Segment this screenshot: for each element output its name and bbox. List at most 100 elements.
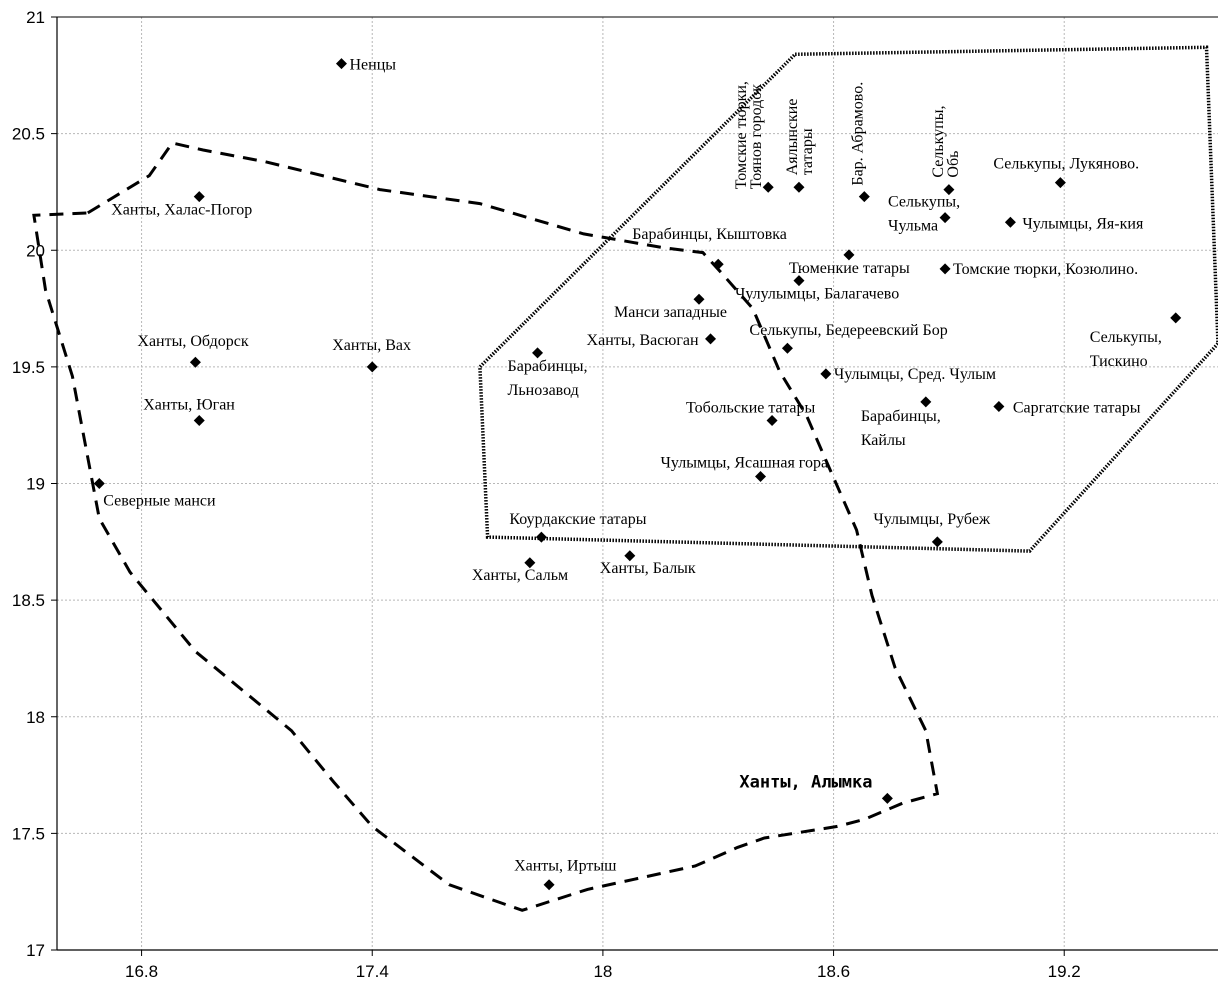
point-label: Чулымцы, Сред. Чулым <box>834 366 996 383</box>
data-point-marker <box>762 181 774 193</box>
data-point-marker <box>535 531 547 543</box>
point-label: Селькупы, Бедереевский Бор <box>749 322 947 339</box>
data-point-marker <box>693 293 705 305</box>
data-point-marker <box>939 212 951 224</box>
x-tick-label: 18 <box>593 962 612 981</box>
point-label-line: Льнозавод <box>508 382 579 399</box>
point-label-line: Ханты, Алымка <box>739 772 872 792</box>
point-label: Коурдакские татары <box>509 511 646 528</box>
data-point-marker <box>543 879 555 891</box>
point-label: Бар. Абрамово. <box>849 82 866 186</box>
point-label-line: Северные манси <box>103 493 216 510</box>
point-label-line: Ханты, Обдорск <box>137 333 249 350</box>
point-label: Томские тюрки, Козюлино. <box>953 261 1138 278</box>
point-label-line: Барабинцы, Кыштовка <box>632 226 787 243</box>
y-tick-label: 20 <box>26 241 45 260</box>
data-points <box>93 58 1182 891</box>
data-point-marker <box>939 263 951 275</box>
y-tick-label: 19 <box>26 475 45 494</box>
data-point-marker <box>1170 312 1182 324</box>
data-point-marker <box>193 415 205 427</box>
data-point-marker <box>193 191 205 203</box>
point-label-line: Ханты, Вах <box>332 337 411 354</box>
data-point-marker <box>793 181 805 193</box>
point-label-line: Селькупы, <box>1090 329 1162 346</box>
y-tick-label: 17 <box>26 941 45 960</box>
point-label-line: Чулымцы, Ясашная гора <box>661 455 829 472</box>
point-label-line: Ханты, Халас-Погор <box>111 202 252 219</box>
point-label-line: Тискино <box>1090 353 1148 370</box>
data-point-marker <box>335 58 347 70</box>
point-label: Манси западные <box>614 304 727 321</box>
y-tick-label: 18.5 <box>12 591 45 610</box>
point-label-line: Тоянов городок <box>748 84 765 190</box>
y-tick-label: 21 <box>26 8 45 27</box>
point-label-line: Ханты, Юган <box>143 397 235 414</box>
point-label-line: Ханты, Иртыш <box>514 858 617 875</box>
x-tick-label: 18.6 <box>817 962 850 981</box>
y-tick-label: 20.5 <box>12 125 45 144</box>
data-point-marker <box>931 536 943 548</box>
point-label: Ханты, Васюган <box>587 332 699 349</box>
point-label: Томские тюрки,Тоянов городок <box>733 81 765 189</box>
point-label: Тюменкие татары <box>789 260 910 277</box>
point-labels: Ненцы Ханты, Халас-Погор Ханты, Обдорск Хан… <box>103 57 1162 875</box>
data-point-marker <box>755 471 767 483</box>
data-point-marker <box>943 184 955 196</box>
x-tick-label: 19.2 <box>1048 962 1081 981</box>
point-label: Ханты, Балык <box>600 560 696 577</box>
point-label-line: Чулымцы, Яя-кия <box>1022 215 1144 232</box>
y-tick-label: 18 <box>26 708 45 727</box>
data-point-marker <box>843 249 855 261</box>
point-label-line: Тюменкие татары <box>789 260 910 277</box>
point-label: Селькупы, Чульма <box>888 194 960 235</box>
data-point-marker <box>793 275 805 287</box>
data-point-marker <box>189 356 201 368</box>
data-point-marker <box>993 401 1005 413</box>
point-label: Саргатские татары <box>1013 400 1141 417</box>
point-label: Ханты, Обдорск <box>137 333 249 350</box>
point-label-line: Барабинцы, <box>508 358 588 375</box>
point-label-line: Манси западные <box>614 304 727 321</box>
point-label: Аялынскиетатары <box>784 99 816 176</box>
point-label: Ханты, Иртыш <box>514 858 617 875</box>
point-label: Тобольские татары <box>686 400 815 417</box>
point-label: Ханты, Вах <box>332 337 411 354</box>
point-label-line: Ханты, Балык <box>600 560 696 577</box>
point-label-line: Бар. Абрамово. <box>849 82 866 186</box>
data-point-marker <box>524 557 536 569</box>
data-point-marker <box>712 258 724 270</box>
point-label: Ханты, Алымка <box>739 772 872 792</box>
point-label-line: татары <box>799 128 816 175</box>
data-point-marker <box>705 333 717 345</box>
point-label-line: Тобольские татары <box>686 400 815 417</box>
y-tick-label: 19.5 <box>12 358 45 377</box>
point-label: Барабинцы, Кыштовка <box>632 226 787 243</box>
data-point-marker <box>366 361 378 373</box>
x-tick-label: 16.8 <box>125 962 158 981</box>
point-label-line: Ханты, Васюган <box>587 332 699 349</box>
point-label-line: Ненцы <box>349 57 396 74</box>
point-label: Ханты, Сальм <box>472 567 568 584</box>
point-label-line: Селькупы, <box>888 194 960 211</box>
point-label: Селькупы, Тискино <box>1090 329 1162 370</box>
point-label: Барабинцы, Льнозавод <box>508 358 588 399</box>
hulls <box>32 45 1218 912</box>
point-label: Ненцы <box>349 57 396 74</box>
point-label: Ханты, Халас-Погор <box>111 202 252 219</box>
point-label-line: Чулымцы, Сред. Чулым <box>834 366 996 383</box>
data-point-marker <box>93 478 105 489</box>
point-label: Чулымцы, Яя-кия <box>1022 215 1144 232</box>
point-label: Северные манси <box>103 493 216 510</box>
data-point-marker <box>1054 177 1066 189</box>
point-label-line: Ханты, Сальм <box>472 567 568 584</box>
data-point-marker <box>766 415 778 427</box>
y-tick-label: 17.5 <box>12 824 45 843</box>
point-label-line: Селькупы, Бедереевский Бор <box>749 322 947 339</box>
point-label-line: Барабинцы, <box>861 408 941 425</box>
point-label: Чулымцы, Ясашная гора <box>661 455 829 472</box>
point-label-line: Чулымцы, Рубеж <box>873 511 991 528</box>
data-point-marker <box>532 347 544 359</box>
point-label-line: Чульма <box>888 218 938 235</box>
